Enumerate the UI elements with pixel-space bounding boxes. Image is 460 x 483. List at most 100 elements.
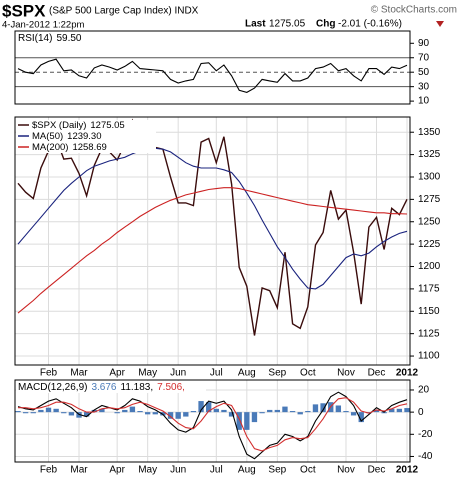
x-tick-label: Aug [238, 465, 256, 476]
x-tick-label: Aug [238, 368, 256, 379]
y-tick-label: -20 [418, 429, 433, 440]
histogram-bar [312, 404, 319, 413]
y-tick-label: 1350 [418, 127, 441, 138]
panel-title: RSI(14) [18, 33, 52, 44]
x-tick-label: Jun [170, 465, 186, 476]
panel-title: MACD(12,26,9) [18, 382, 87, 393]
histogram-bar [183, 412, 189, 417]
histogram-bar [91, 409, 97, 413]
legend-value: 1275.05 [90, 120, 124, 131]
histogram-bar [99, 408, 105, 413]
legend-name: $SPX (Daily) [32, 120, 86, 131]
panel-border [14, 116, 411, 366]
last-value: 1275.05 [269, 19, 306, 30]
y-tick-label: -40 [418, 451, 433, 462]
histogram-bar [259, 412, 265, 414]
histogram-bar [30, 412, 36, 414]
histogram-bar [358, 412, 364, 423]
y-tick-label: 0 [418, 407, 424, 418]
legend-bg [16, 142, 156, 153]
panel [15, 117, 410, 365]
x-tick-label: Jun [170, 368, 186, 379]
x-tick-label: 2012 [396, 368, 419, 379]
histogram-bar [175, 412, 181, 419]
legend-value: 59.50 [56, 33, 81, 44]
legend-value: 1239.30 [67, 131, 101, 142]
legend-bg [16, 120, 156, 131]
panel-legend: RSI(14) 59.50 [18, 33, 82, 44]
y-tick-label: 1175 [418, 284, 440, 295]
histogram-bar [236, 412, 242, 430]
series-line [17, 187, 408, 314]
x-tick-label: Dec [368, 465, 386, 476]
legend-bg [16, 381, 206, 393]
legend-entry: MA(200) 1258.69 [32, 142, 107, 153]
histogram-bar [350, 412, 357, 416]
series-line [17, 58, 408, 93]
histogram-bar [53, 408, 59, 413]
histogram-bar [38, 409, 44, 413]
histogram-bar [297, 412, 303, 415]
histogram-bar [152, 412, 158, 415]
y-tick-label: 90 [418, 38, 430, 49]
x-tick-label: Sep [268, 368, 286, 379]
legend-entry: $SPX (Daily) 1275.05 [32, 120, 125, 131]
y-tick-label: 1250 [418, 216, 441, 227]
histogram-bar [289, 411, 296, 413]
y-tick-label: 70 [418, 52, 430, 63]
y-tick-label: 1325 [418, 149, 441, 160]
chg-label: Chg [316, 19, 335, 30]
histogram-bar [137, 411, 143, 413]
down-arrow [436, 21, 444, 27]
x-tick-label: Sep [268, 465, 286, 476]
series-line [17, 147, 408, 290]
legend-entry: MA(50) 1239.30 [32, 131, 102, 142]
histogram-bar [244, 412, 250, 430]
y-tick-label: 1225 [418, 239, 441, 250]
y-tick-label: 10 [418, 96, 430, 107]
legend-bg [16, 32, 206, 44]
y-tick-label: 1200 [418, 261, 441, 272]
x-tick-label: Jul [210, 368, 223, 379]
histogram-bar [68, 412, 75, 416]
x-tick-label: Oct [300, 465, 316, 476]
histogram-bar [45, 407, 52, 413]
x-tick-label: Dec [368, 368, 386, 379]
x-tick-label: Nov [337, 465, 355, 476]
histogram-bar [190, 411, 197, 413]
histogram-bar [396, 408, 403, 413]
histogram-bar [167, 412, 174, 419]
x-tick-label: Mar [70, 368, 88, 379]
y-tick-label: 1125 [418, 328, 440, 339]
histogram-bar [320, 403, 326, 413]
index-name: (S&P 500 Large Cap Index) INDX [49, 6, 199, 17]
series-line [17, 118, 408, 336]
histogram-bar [22, 412, 29, 414]
x-tick-label: Apr [109, 465, 125, 476]
x-tick-label: Mar [70, 465, 88, 476]
legend-bg [16, 131, 156, 142]
legend-name: MA(50) [32, 131, 63, 142]
x-tick-label: May [138, 465, 157, 476]
x-tick-label: Feb [40, 368, 58, 379]
histogram-bar [305, 411, 311, 413]
histogram-bar [144, 412, 151, 415]
panel [15, 380, 410, 462]
legend-value: 11.183, [121, 382, 154, 393]
last-label: Last [245, 19, 266, 30]
y-tick-label: 1300 [418, 172, 441, 183]
histogram-bar [15, 411, 21, 413]
histogram-bar [122, 409, 128, 413]
histogram-bar [404, 408, 410, 413]
histogram-bar [129, 406, 136, 413]
panel-legend: MACD(12,26,9) 3.676 11.183, 7.506, [18, 382, 185, 393]
histogram-bar [373, 409, 380, 413]
legend-name: MA(200) [32, 142, 68, 153]
histogram-bar [335, 405, 342, 413]
series-line [18, 397, 408, 452]
histogram-bar [206, 402, 212, 413]
x-tick-label: Oct [300, 368, 316, 379]
symbol: $SPX [2, 1, 46, 20]
y-tick-label: 20 [418, 385, 430, 396]
